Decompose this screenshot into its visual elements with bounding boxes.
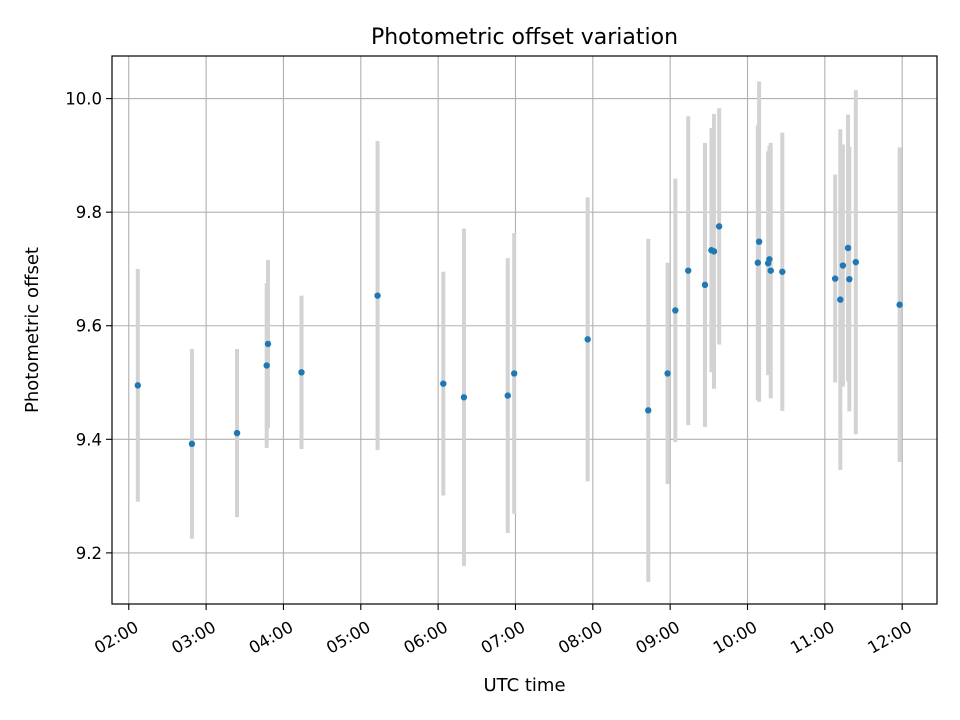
data-point (188, 440, 196, 448)
y-tick-label: 10.0 (65, 90, 102, 109)
data-point (645, 407, 652, 414)
data-point (755, 238, 763, 245)
x-tick-label: 03:00 (168, 617, 219, 657)
errorbar-layer (135, 81, 902, 582)
x-tick-label: 09:00 (632, 617, 683, 657)
data-point (831, 275, 839, 282)
x-tick-label: 11:00 (787, 617, 838, 657)
data-point (374, 292, 381, 299)
data-point (264, 340, 272, 348)
data-point (779, 268, 786, 275)
data-point (767, 267, 774, 274)
data-point (298, 369, 305, 376)
data-point (846, 275, 853, 283)
data-point (510, 370, 518, 377)
grid-layer (112, 56, 937, 604)
x-tick-label: 04:00 (246, 617, 297, 657)
x-axis-label: UTC time (483, 675, 565, 696)
plot-frame (111, 55, 938, 605)
data-point (233, 429, 241, 437)
data-point (852, 258, 859, 266)
x-tick-label: 05:00 (323, 617, 374, 657)
point-layer (134, 223, 903, 448)
data-point (263, 362, 270, 369)
data-point (710, 248, 718, 255)
data-point (672, 307, 679, 314)
data-point (896, 301, 903, 308)
x-tick-label: 08:00 (555, 617, 606, 657)
data-point (701, 281, 709, 289)
x-tick-label: 07:00 (478, 617, 529, 657)
data-point (839, 262, 847, 269)
data-point (766, 256, 773, 263)
data-point (440, 380, 447, 387)
data-point (715, 223, 723, 230)
data-point (134, 382, 141, 389)
y-tick-label: 9.2 (76, 544, 102, 563)
data-point (837, 296, 844, 303)
x-tick-label: 12:00 (865, 617, 916, 657)
y-tick-label: 9.4 (76, 430, 102, 449)
data-point (460, 394, 468, 401)
data-point (754, 259, 762, 266)
y-tick-label: 9.8 (76, 203, 102, 222)
y-tick-label: 9.6 (76, 317, 102, 336)
x-tick-label: 06:00 (400, 617, 451, 657)
x-tick-label: 10:00 (710, 617, 761, 657)
chart-title: Photometric offset variation (371, 25, 678, 50)
data-point (685, 267, 692, 274)
y-axis-label: Photometric offset (22, 247, 43, 413)
data-point (584, 336, 591, 343)
x-tick-label: 02:00 (91, 617, 142, 657)
data-point (504, 392, 511, 399)
data-point (844, 244, 852, 252)
data-point (664, 370, 671, 377)
